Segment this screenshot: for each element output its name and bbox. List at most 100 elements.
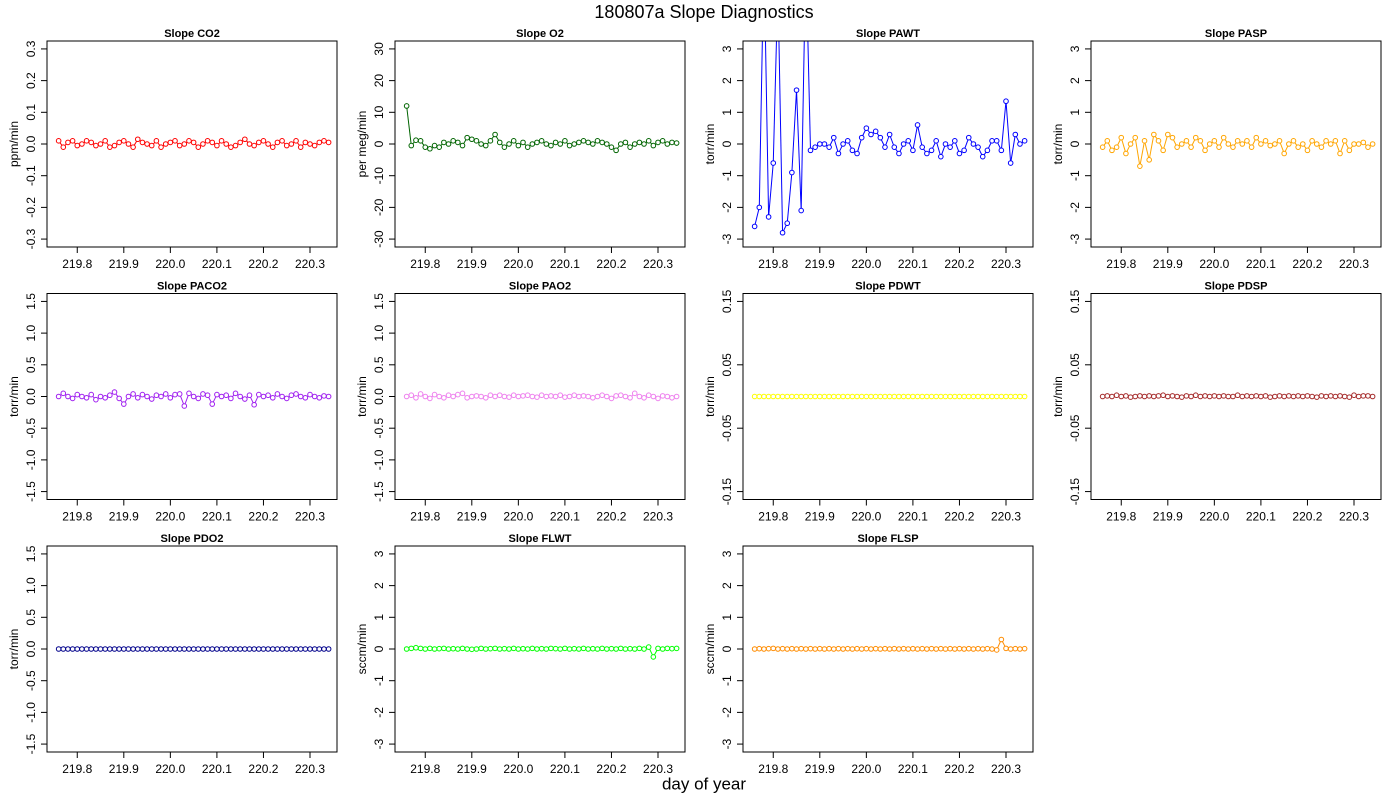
connector bbox=[833, 139, 839, 152]
point bbox=[854, 393, 860, 400]
point bbox=[1132, 134, 1139, 141]
panel-title: Slope PDO2 bbox=[161, 533, 224, 545]
y-tick-label: -0.5 bbox=[372, 418, 386, 439]
connector bbox=[758, 41, 763, 206]
connector bbox=[1001, 641, 1006, 647]
point bbox=[302, 139, 309, 146]
y-axis-label: torr/min bbox=[1051, 376, 1065, 417]
x-tick-label: 220.2 bbox=[944, 257, 974, 271]
point bbox=[255, 391, 262, 398]
point bbox=[134, 646, 141, 652]
point bbox=[1327, 141, 1334, 147]
point bbox=[520, 139, 526, 146]
connector bbox=[1340, 142, 1345, 152]
point bbox=[886, 646, 893, 652]
point bbox=[209, 139, 216, 146]
connector bbox=[1233, 142, 1237, 146]
point bbox=[274, 646, 281, 652]
point bbox=[951, 138, 958, 144]
panel-title: Slope PACO2 bbox=[157, 280, 227, 292]
y-tick-label: -2 bbox=[1068, 202, 1082, 213]
y-axis-label: ppm/min bbox=[7, 121, 21, 167]
point bbox=[821, 141, 828, 147]
connector bbox=[1219, 139, 1224, 146]
point bbox=[854, 150, 860, 157]
point bbox=[307, 391, 313, 398]
y-tick-label: 0.0 bbox=[372, 388, 386, 405]
x-tick-label: 220.1 bbox=[550, 510, 580, 524]
point bbox=[896, 646, 902, 652]
point bbox=[487, 392, 494, 399]
point bbox=[1017, 141, 1023, 147]
connector bbox=[969, 139, 973, 143]
point bbox=[403, 393, 410, 400]
point bbox=[543, 646, 550, 652]
panel: Slope PASP torr/min -3 -2 -1 0 1 2 3 219.8 219.9 22… bbox=[1051, 28, 1382, 271]
point bbox=[1123, 393, 1129, 399]
point bbox=[116, 139, 122, 146]
point bbox=[896, 393, 902, 400]
point bbox=[877, 393, 884, 400]
x-tick-label: 220.0 bbox=[155, 510, 185, 524]
point bbox=[321, 393, 327, 399]
point bbox=[325, 646, 332, 652]
point bbox=[223, 392, 230, 399]
panel-title: Slope PDWT bbox=[855, 280, 921, 292]
point bbox=[515, 393, 522, 400]
connector bbox=[800, 41, 805, 209]
point bbox=[590, 394, 596, 401]
x-tick-label: 220.2 bbox=[596, 510, 626, 524]
x-tick-label: 220.0 bbox=[1199, 510, 1229, 524]
point bbox=[566, 646, 573, 652]
point bbox=[427, 395, 433, 402]
point bbox=[659, 393, 666, 399]
panel: Slope PDO2 torr/min -1.5 -1.0 -0.5 0.0 0.5 1.0 1… bbox=[7, 533, 338, 776]
point bbox=[751, 646, 758, 652]
point bbox=[65, 139, 71, 146]
y-tick-label: 0.2 bbox=[24, 72, 38, 89]
point bbox=[529, 645, 536, 652]
point bbox=[1341, 393, 1348, 400]
point bbox=[181, 403, 188, 409]
point bbox=[905, 393, 912, 400]
point bbox=[775, 646, 781, 652]
point bbox=[134, 136, 141, 143]
point bbox=[158, 646, 164, 652]
y-axis-label: torr/min bbox=[1051, 124, 1065, 165]
connector bbox=[649, 648, 653, 656]
panel-title: Slope O2 bbox=[516, 28, 564, 40]
x-tick-label: 220.0 bbox=[155, 257, 185, 271]
x-tick-label: 219.9 bbox=[457, 762, 487, 776]
point bbox=[436, 645, 443, 652]
point bbox=[617, 645, 624, 652]
connector bbox=[1247, 142, 1251, 146]
y-tick-label: 1.5 bbox=[24, 545, 38, 562]
point bbox=[269, 144, 276, 150]
connector bbox=[764, 41, 770, 215]
point bbox=[562, 645, 568, 652]
point bbox=[102, 138, 108, 144]
point bbox=[993, 393, 1000, 400]
point bbox=[246, 141, 253, 147]
y-tick-label: -0.15 bbox=[720, 478, 734, 506]
plot-area bbox=[403, 390, 680, 402]
point bbox=[1141, 138, 1148, 144]
point bbox=[69, 395, 76, 402]
point bbox=[914, 393, 921, 400]
x-tick-label: 219.9 bbox=[805, 257, 835, 271]
panel: Slope PAO2 torr/min -1.5 -1.0 -0.5 0.0 0.5 1.0 1… bbox=[355, 280, 686, 524]
point bbox=[548, 645, 554, 652]
y-tick-label: -1.5 bbox=[24, 733, 38, 754]
point bbox=[524, 392, 531, 399]
point bbox=[1230, 144, 1236, 150]
point bbox=[756, 393, 763, 400]
point bbox=[924, 646, 930, 652]
point bbox=[1012, 645, 1019, 652]
point bbox=[459, 645, 466, 652]
point bbox=[599, 139, 605, 146]
point bbox=[970, 393, 977, 400]
point bbox=[242, 396, 248, 402]
connector bbox=[807, 41, 811, 149]
point bbox=[1206, 393, 1213, 400]
point bbox=[274, 139, 281, 146]
